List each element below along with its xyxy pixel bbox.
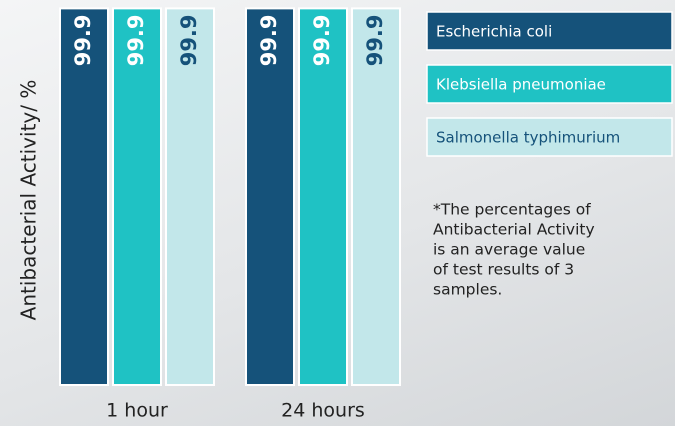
legend-label: Salmonella typhimurium [436, 129, 620, 147]
legend-swatch [426, 11, 673, 51]
y-axis-label: Antibacterial Activity/ % [17, 80, 41, 321]
bar [112, 7, 162, 386]
legend-label: Klebsiella pneumoniae [436, 76, 606, 94]
value-label: 99.9 [310, 14, 334, 66]
value-label: 99.9 [124, 14, 148, 66]
note: *The percentages of [433, 201, 591, 219]
value-label: 99.9 [177, 14, 201, 66]
legend-label: Escherichia coli [436, 23, 552, 41]
x-tick-label: 1 hour [106, 400, 168, 422]
value-label: 99.9 [363, 14, 387, 66]
note: samples. [433, 281, 502, 299]
note: is an average value [433, 241, 585, 259]
value-label: 99.9 [257, 14, 281, 66]
value-label: 99.9 [71, 14, 95, 66]
note: of test results of 3 [433, 261, 574, 279]
bar [298, 7, 348, 386]
bar [351, 7, 401, 386]
legend-swatch [426, 64, 673, 104]
bar [245, 7, 295, 386]
note: Antibacterial Activity [433, 221, 595, 239]
legend-swatch [426, 117, 673, 157]
x-tick-label: 24 hours [281, 400, 365, 422]
bar [59, 7, 109, 386]
bar [165, 7, 215, 386]
